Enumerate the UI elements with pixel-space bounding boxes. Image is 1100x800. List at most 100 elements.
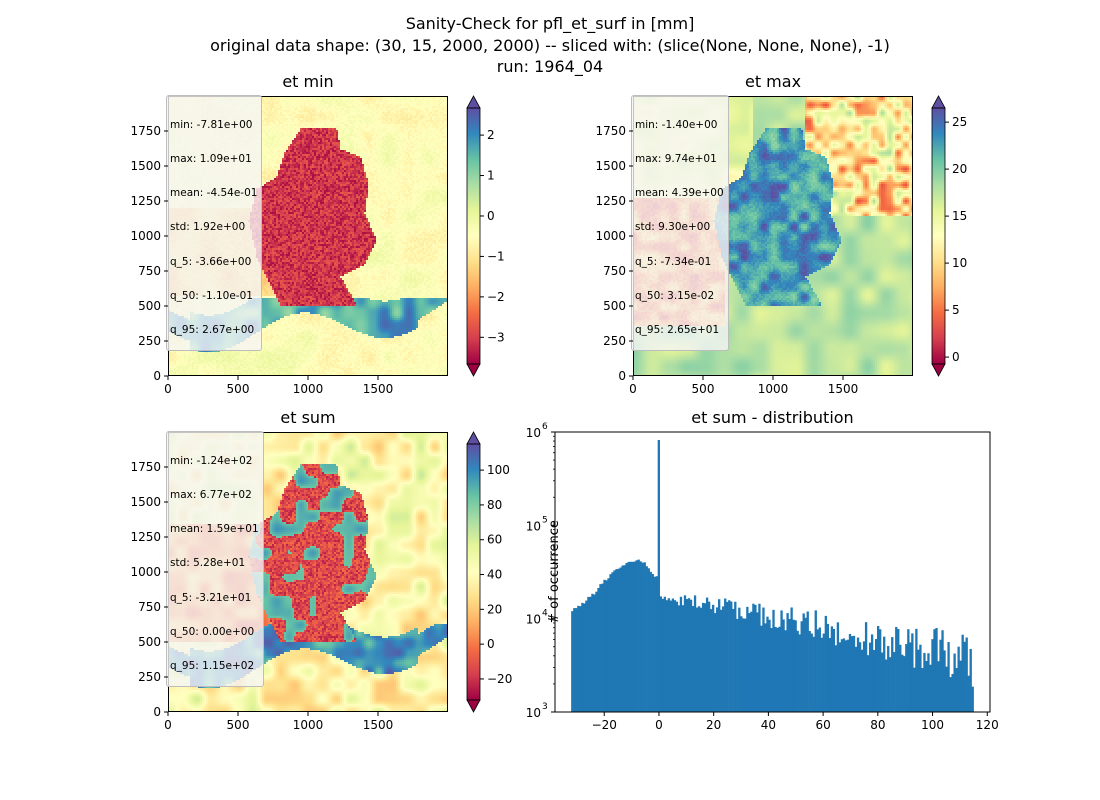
histogram-bar	[750, 611, 753, 712]
colorbar-et-max-extend-max	[931, 95, 946, 109]
histogram-bar	[832, 628, 836, 712]
y-tick-label: 500	[138, 635, 161, 649]
histogram-bar	[764, 623, 767, 712]
histogram-bar	[891, 637, 894, 712]
stats-box-et-sum: min: -1.24e+02 max: 6.77e+02 mean: 1.59e…	[166, 431, 264, 687]
histogram-bar	[887, 646, 890, 712]
colorbar-et-min-tick-label: 2	[487, 128, 495, 142]
histogram-bar	[943, 650, 946, 712]
histogram-bar	[957, 646, 960, 712]
histogram-bar	[959, 660, 962, 712]
histogram-bar	[897, 628, 900, 712]
histogram-bar	[870, 634, 874, 712]
histogram-bar	[931, 639, 934, 712]
histogram-bar	[685, 599, 689, 712]
histogram-bar	[643, 562, 646, 712]
histogram-bar	[780, 610, 783, 712]
histogram-bar	[597, 588, 600, 712]
histogram-bar	[840, 639, 844, 712]
hist-y-tick-label: 10	[526, 426, 541, 440]
histogram-bar	[810, 633, 813, 712]
histogram-bar	[856, 637, 860, 712]
y-tick-label: 1750	[130, 124, 161, 138]
histogram-bar	[921, 668, 924, 712]
histogram-bar	[945, 666, 948, 712]
histogram-bar	[669, 600, 673, 712]
histogram-bar	[679, 596, 683, 712]
histogram-bar	[868, 642, 872, 712]
colorbar-et-min-tick-label: −2	[487, 290, 505, 304]
histogram-bar	[858, 642, 862, 712]
histogram-bar	[651, 573, 654, 712]
hist-x-tick-label: 60	[815, 718, 830, 732]
histogram-bar	[879, 629, 882, 712]
histogram-bar	[693, 595, 697, 712]
histogram-bar	[913, 667, 916, 712]
histogram-bar	[615, 569, 618, 712]
colorbar-et-min-tick-label: 0	[487, 209, 495, 223]
stat-line: std: 1.92e+00	[170, 221, 246, 234]
histogram-bar	[774, 626, 777, 712]
histogram-bar	[836, 622, 840, 712]
colorbar-et-max-tick-label: 5	[952, 303, 960, 317]
stats-box-et-min: min: -7.81e+00 max: 1.09e+01 mean: -4.54…	[166, 95, 263, 351]
histogram-bar	[963, 641, 966, 712]
colorbar-et-sum-extend-min	[466, 699, 481, 713]
stat-line: mean: -4.54e-01	[170, 187, 258, 200]
y-tick-label: 1250	[130, 194, 161, 208]
histogram-bar	[689, 599, 693, 712]
histogram-bar	[675, 601, 679, 712]
histogram-bar	[846, 639, 850, 712]
x-tick-label: 0	[164, 382, 172, 396]
histogram-bar	[716, 607, 719, 712]
histogram-bar	[923, 652, 926, 712]
histogram-bar	[838, 642, 842, 712]
histogram-bar	[967, 675, 970, 712]
histogram-bar	[812, 636, 815, 712]
histogram-bar	[577, 605, 580, 712]
histogram-bar	[707, 601, 711, 712]
colorbar-et-max-tick-label: 15	[952, 209, 967, 223]
histogram-bar	[635, 560, 638, 712]
histogram-bar	[752, 603, 755, 712]
stat-line: q_5: -3.66e+00	[170, 255, 252, 268]
hist-y-tick-exponent: 5	[542, 515, 548, 525]
stats-box-et-max: min: -1.40e+00 max: 9.74e+01 mean: 4.39e…	[631, 95, 729, 351]
histogram-bar	[732, 608, 735, 712]
colorbar-et-sum-tick-label: 40	[487, 568, 502, 582]
histogram-bar	[766, 616, 769, 712]
histogram-bar	[705, 597, 709, 712]
histogram-bar	[583, 603, 586, 712]
histogram-bar	[933, 629, 936, 712]
histogram-bar	[806, 611, 809, 712]
histogram-bar	[754, 604, 757, 712]
histogram-bar	[874, 639, 878, 712]
histogram-bar	[816, 629, 819, 712]
panel-title-et-max: et max	[744, 72, 802, 91]
histogram-bar	[697, 606, 701, 712]
histogram-bar	[637, 559, 640, 712]
histogram-bar	[905, 644, 908, 712]
hist-y-tick-label: 10	[526, 706, 541, 720]
stat-line: q_50: 0.00e+00	[170, 625, 255, 638]
stat-line: max: 6.77e+02	[170, 489, 252, 502]
colorbar-et-max-extend-min	[931, 363, 946, 377]
colorbar-et-sum-tick-label: 0	[487, 637, 495, 651]
histogram-bar	[814, 610, 817, 712]
histogram-bar	[901, 654, 904, 712]
stat-line: q_5: -3.21e+01	[170, 591, 252, 604]
colorbar-et-sum-outline	[466, 443, 481, 701]
stat-line: mean: 4.39e+00	[635, 187, 724, 200]
y-tick-label: 250	[138, 334, 161, 348]
histogram-bar	[645, 566, 648, 712]
histogram-bar	[714, 613, 717, 712]
histogram-bar	[798, 634, 801, 712]
histogram-bar	[854, 646, 858, 712]
histogram-bar	[711, 604, 715, 712]
histogram-bar	[681, 605, 685, 712]
histogram-bar	[661, 598, 665, 712]
histogram-bar	[575, 608, 578, 712]
histogram-bar	[740, 616, 743, 712]
y-tick-label: 750	[138, 600, 161, 614]
